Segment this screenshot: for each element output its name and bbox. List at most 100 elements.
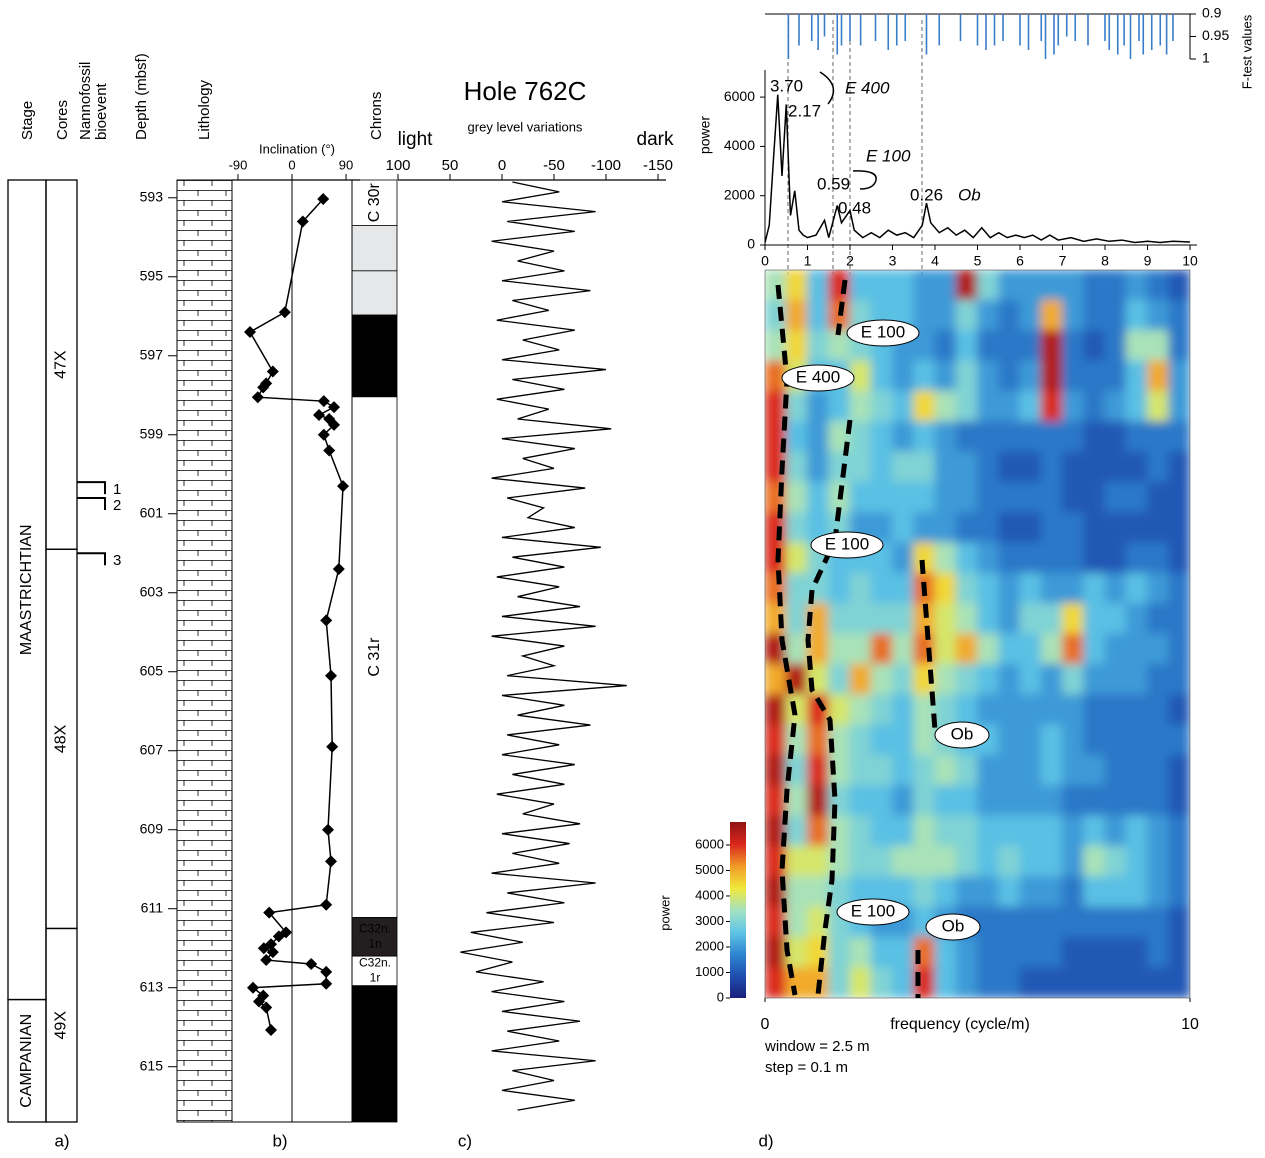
heat-cell [934, 936, 957, 969]
heat-cell [998, 421, 1021, 453]
data-line [460, 181, 627, 1111]
y-tick-label: 0 [747, 236, 755, 252]
heat-cell [998, 785, 1021, 817]
heat-cell [785, 633, 808, 665]
heat-cell [892, 663, 915, 696]
heat-cell [849, 967, 872, 998]
bar [1019, 14, 1021, 46]
heat-cell [977, 451, 1000, 483]
heat-cell [934, 542, 957, 574]
heat-cell [765, 360, 787, 392]
heat-cell [934, 270, 957, 301]
bar [817, 14, 819, 50]
heat-cell [913, 360, 936, 392]
heat-cell [785, 421, 808, 453]
heat-cell [828, 663, 851, 696]
annotation-bubble [925, 913, 981, 941]
heat-cell [828, 967, 851, 998]
heat-cell [1104, 663, 1127, 696]
bar [1142, 14, 1145, 55]
heat-cell [807, 876, 830, 908]
heat-cell [892, 845, 915, 878]
heat-cell [1147, 421, 1170, 453]
heat-cell [1125, 967, 1148, 998]
annotation: E 100 [851, 901, 895, 920]
heat-cell [1019, 542, 1042, 574]
heat-cell [913, 481, 936, 514]
bar [959, 14, 962, 41]
chron-label: 1n [368, 936, 381, 950]
heat-cell [828, 603, 851, 635]
panel-label: c) [458, 1131, 472, 1150]
heat-cell [1083, 481, 1106, 514]
bar [1116, 14, 1119, 55]
heat-cell [785, 451, 808, 483]
data-point [260, 1001, 273, 1014]
heat-cell [1168, 270, 1190, 301]
heat-cell [1104, 390, 1127, 423]
heat-cell [1019, 724, 1042, 756]
heat-cell [1147, 270, 1170, 301]
heat-cell [1062, 542, 1085, 574]
colorbar-tick-label: 5000 [695, 862, 724, 877]
heat-cell [1062, 906, 1085, 938]
heat-cell [1168, 694, 1190, 726]
heat-cell [765, 299, 787, 332]
heat-cell [1104, 754, 1127, 787]
bar [1172, 14, 1174, 41]
heat-cell [1147, 451, 1170, 483]
heat-cell [998, 270, 1021, 301]
heat-cell [1019, 512, 1042, 544]
annotation: 3.70 [770, 76, 803, 95]
heat-cell [998, 299, 1021, 332]
heat-cell [1083, 299, 1106, 332]
heat-cell [1062, 451, 1085, 483]
heat-cell [892, 572, 915, 605]
bioevent-header: bioevent [93, 82, 110, 140]
heat-cell [1147, 845, 1170, 878]
heat-cell [1125, 663, 1148, 696]
heat-cell [892, 876, 915, 908]
heat-cell [1062, 360, 1085, 392]
heat-cell [892, 967, 915, 998]
data-point [326, 740, 339, 753]
heat-cell [1104, 330, 1127, 362]
heat-cell [1040, 330, 1063, 362]
heat-cell [1083, 603, 1106, 635]
axis-end-label: light [398, 129, 434, 150]
axis-title: power [697, 116, 713, 154]
bar [810, 14, 813, 41]
heat-cell [1019, 967, 1042, 998]
heat-cell [1083, 785, 1106, 817]
bar [904, 14, 907, 41]
heat-cell [785, 845, 808, 878]
heat-cell [1125, 754, 1148, 787]
data-point [332, 563, 345, 576]
heat-cell [1040, 845, 1063, 878]
heat-cell [998, 330, 1021, 362]
heat-cell [934, 876, 957, 908]
heat-cell [1083, 967, 1106, 998]
heat-cell [849, 663, 872, 696]
heat-cell [1147, 603, 1170, 635]
heat-cell [1168, 724, 1190, 756]
heat-cell [977, 876, 1000, 908]
heat-cell [828, 694, 851, 726]
heat-cell [977, 754, 1000, 787]
heat-cell [807, 270, 830, 301]
y-tick-label: 615 [140, 1057, 164, 1073]
heat-cell [1019, 270, 1042, 301]
heat-cell [1147, 906, 1170, 938]
heat-cell [1062, 845, 1085, 878]
heat-cell [807, 754, 830, 787]
heat-cell [913, 724, 936, 756]
data-point [328, 401, 340, 414]
x-tick-label: 100 [385, 157, 410, 174]
x-tick-label: -50 [543, 157, 565, 174]
data-point [322, 823, 334, 836]
heat-cell [955, 330, 978, 362]
heat-cell [1147, 542, 1170, 574]
heat-cell [1147, 754, 1170, 787]
heat-cell [785, 603, 808, 635]
heat-cell [807, 421, 830, 453]
